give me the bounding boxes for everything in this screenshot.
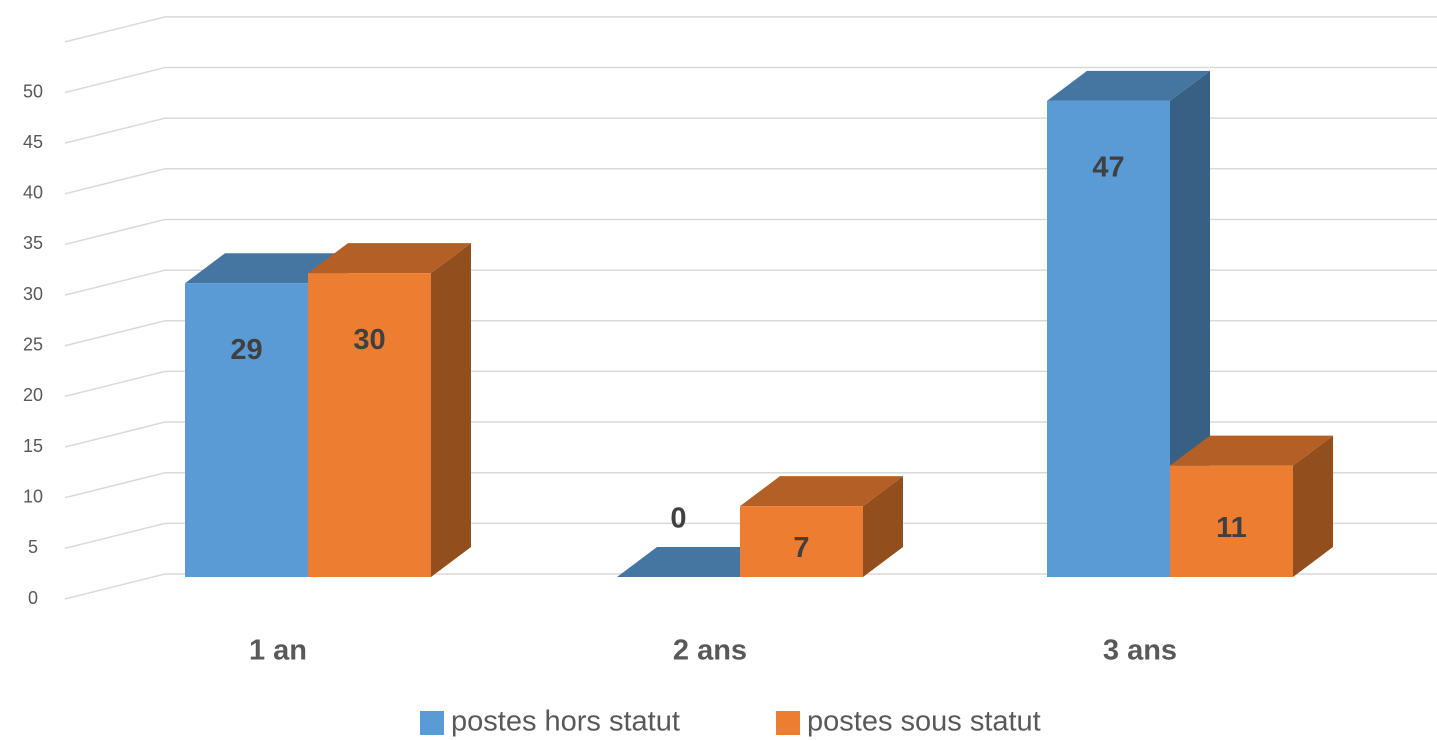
legend-swatch [776, 711, 800, 735]
grid-line [64, 269, 1437, 296]
y-tick-label: 20 [23, 385, 43, 405]
bar-top [740, 476, 903, 507]
wall-top [64, 16, 1437, 43]
y-tick-label: 15 [23, 436, 43, 456]
bar-top [185, 253, 348, 284]
bar-front [740, 506, 863, 577]
bar-front [1170, 465, 1293, 577]
y-tick-label: 40 [23, 183, 43, 203]
grid-line [64, 421, 1437, 448]
bar [308, 243, 471, 577]
bar-top [308, 243, 471, 274]
bar [1170, 435, 1333, 577]
bar-front [308, 273, 431, 577]
y-tick-label: 5 [28, 537, 38, 557]
grid-line [64, 320, 1437, 347]
bar-front [1047, 100, 1170, 577]
y-tick-label: 30 [23, 284, 43, 304]
y-tick-label: 35 [23, 233, 43, 253]
data-label: 11 [1216, 512, 1247, 544]
grid-line [64, 117, 1437, 144]
bar [1047, 70, 1210, 577]
grid-line [64, 218, 1437, 246]
grid-line [64, 66, 1437, 94]
legend-label: postes hors statut [451, 706, 680, 738]
y-tick-label: 45 [23, 132, 43, 152]
grid-line [64, 168, 1437, 195]
grid-line [64, 522, 1437, 550]
bar-top [1047, 70, 1210, 101]
y-tick-label: 25 [23, 335, 43, 355]
y-tick-label: 50 [23, 81, 43, 101]
data-label: 47 [1092, 152, 1124, 184]
data-label: 0 [670, 503, 686, 535]
x-tick-label: 3 ans [1103, 635, 1177, 667]
bar [740, 476, 903, 577]
x-tick-label: 2 ans [673, 635, 747, 667]
grid-line [64, 573, 1437, 600]
bar-top [1170, 435, 1333, 466]
grid-line [64, 370, 1437, 398]
y-tick-label: 10 [23, 486, 43, 506]
data-label: 29 [230, 334, 262, 366]
bar-side [431, 243, 471, 577]
bar [617, 547, 780, 577]
data-label: 7 [793, 532, 809, 564]
bar-front [185, 283, 308, 577]
legend-label: postes sous statut [807, 706, 1041, 738]
y-tick-label: 0 [28, 588, 38, 608]
bar-side [863, 476, 903, 577]
bar-top [617, 547, 780, 577]
data-label: 30 [353, 324, 385, 356]
bar-side [1293, 435, 1333, 577]
legend-swatch [420, 711, 444, 735]
x-tick-label: 1 an [249, 635, 307, 667]
grid-line [64, 471, 1437, 499]
